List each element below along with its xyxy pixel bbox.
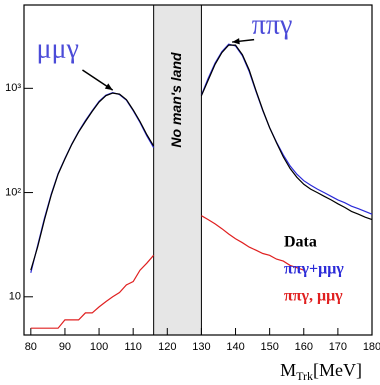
series-line — [30, 44, 373, 271]
plot-frame — [23, 4, 373, 336]
x-tick-label: 170 — [329, 341, 347, 353]
annotation-label: ππγ — [252, 9, 293, 40]
y-tick-label: 10² — [5, 186, 21, 198]
region-label: No man's land — [168, 52, 184, 148]
x-tick-label: 80 — [25, 341, 37, 353]
x-tick-label: 130 — [192, 341, 210, 353]
x-label-sub: Trk — [296, 369, 313, 383]
y-tick-label: 10³ — [5, 82, 21, 94]
arrow-head — [232, 38, 240, 45]
x-tick-label: 140 — [226, 341, 244, 353]
x-tick-label: 90 — [59, 341, 71, 353]
legend-entry: Data — [284, 234, 317, 251]
x-label-unit: [MeV] — [313, 360, 362, 380]
y-tick-label: 10 — [9, 291, 21, 303]
x-tick-label: 150 — [260, 341, 278, 353]
x-tick-label: 110 — [124, 341, 142, 353]
x-label-main: M — [280, 360, 296, 380]
legend-entry: ππγ+μμγ — [284, 261, 344, 278]
x-tick-label: 120 — [158, 341, 176, 353]
arrow-head — [104, 83, 113, 91]
x-tick-label: 180 — [363, 341, 380, 353]
series-line — [30, 215, 305, 329]
x-tick-label: 100 — [90, 341, 108, 353]
annotation-label: μμγ — [37, 34, 79, 65]
x-axis-label: MTrk[MeV] — [280, 360, 362, 383]
legend-entry: ππγ, μμγ — [284, 288, 343, 305]
x-tick-label: 160 — [295, 341, 313, 353]
no-mans-land — [153, 4, 202, 336]
